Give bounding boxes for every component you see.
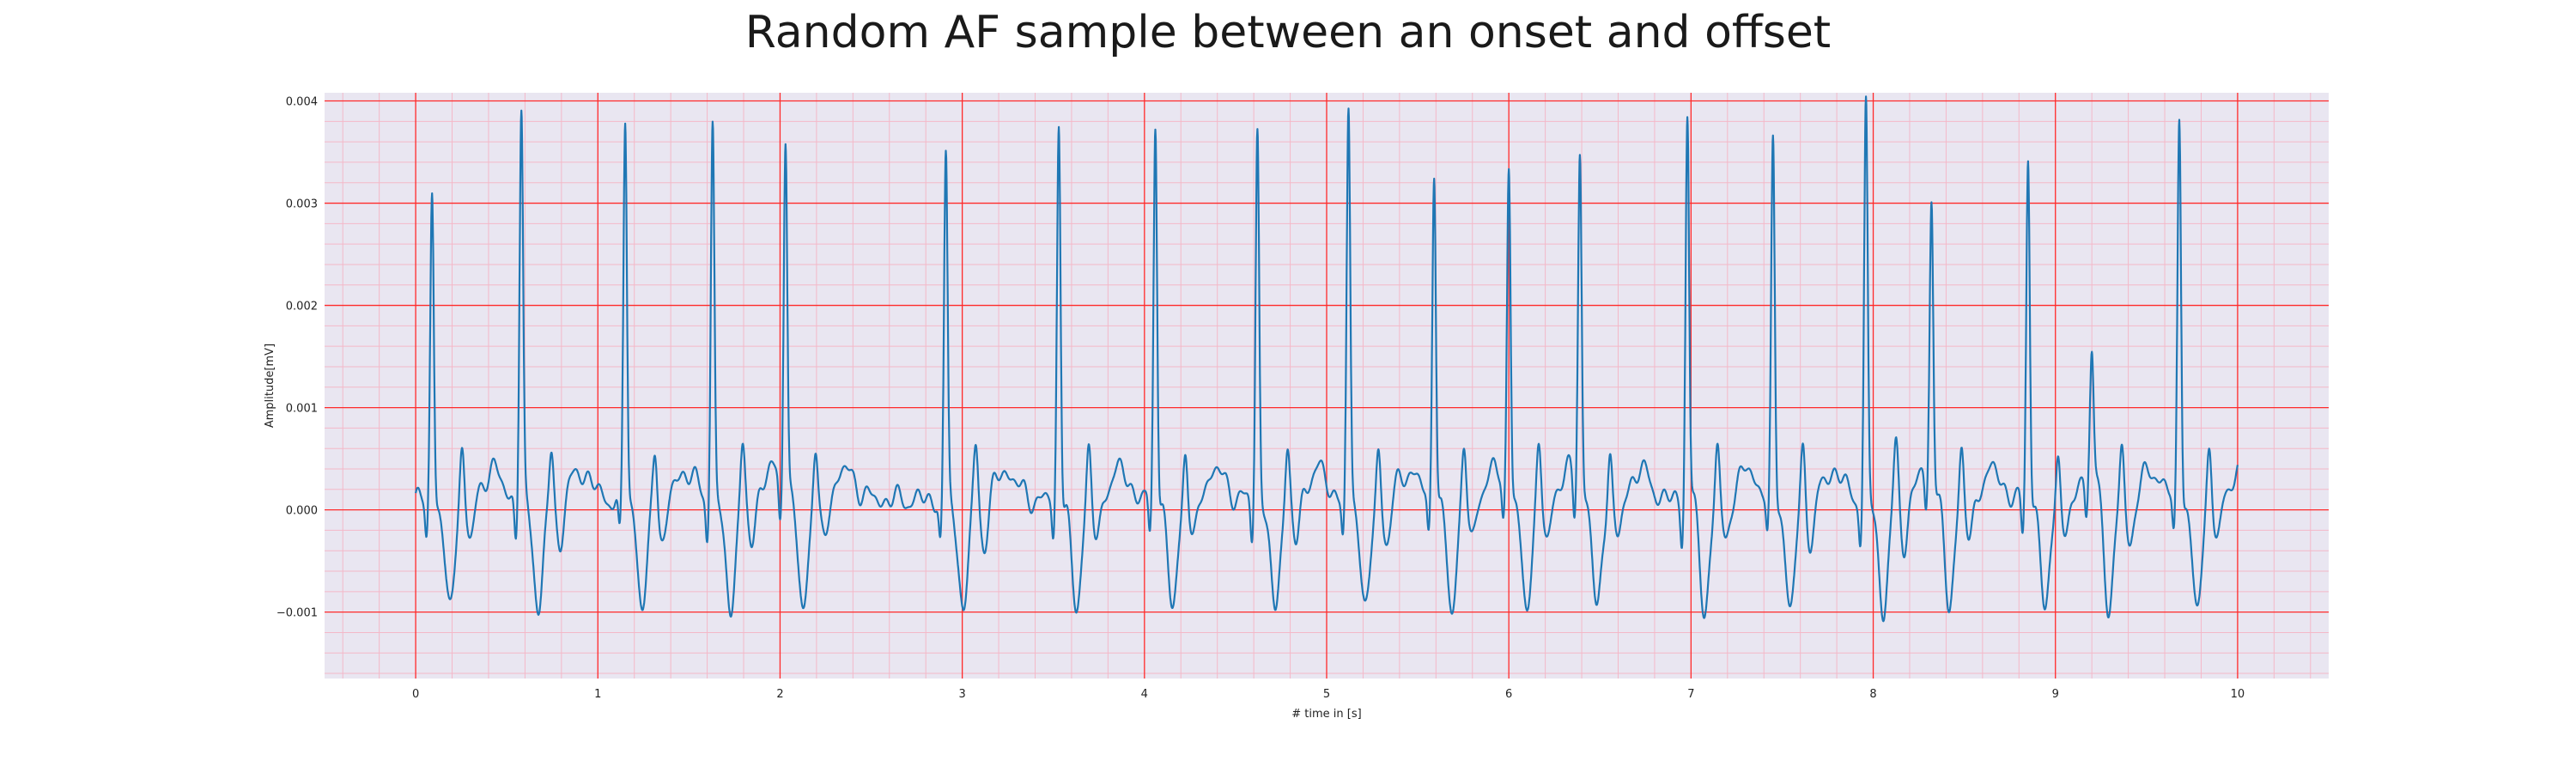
chart-title: Random AF sample between an onset and of… [744,7,1832,58]
y-tick-label: 0.004 [286,96,318,109]
x-tick-label: 9 [2052,688,2059,701]
y-tick-label: −0.001 [276,607,318,620]
x-tick-label: 3 [958,688,965,701]
y-tick-label: 0.003 [286,198,318,211]
x-tick-label: 6 [1505,688,1512,701]
x-tick-label: 7 [1687,688,1694,701]
x-tick-label: 1 [594,688,601,701]
x-tick-label: 5 [1323,688,1330,701]
x-tick-label: 4 [1141,688,1148,701]
x-tick-label: 8 [1869,688,1876,701]
y-axis-ticks: −0.001 0.000 0.001 0.002 0.003 0.004 [276,96,318,620]
major-grid [325,93,2329,679]
y-axis-label: Amplitude[mV] [264,344,276,428]
y-tick-label: 0.000 [286,505,318,518]
x-tick-label: 2 [776,688,783,701]
y-tick-label: 0.001 [286,403,318,416]
x-tick-label: 10 [2231,688,2245,701]
x-axis-label: # time in [s] [1291,708,1361,721]
x-tick-label: 0 [412,688,419,701]
ecg-signal-line [415,95,2239,623]
y-tick-label: 0.002 [286,301,318,313]
x-axis-ticks: 0 1 2 3 4 5 6 7 8 9 10 [412,688,2245,701]
